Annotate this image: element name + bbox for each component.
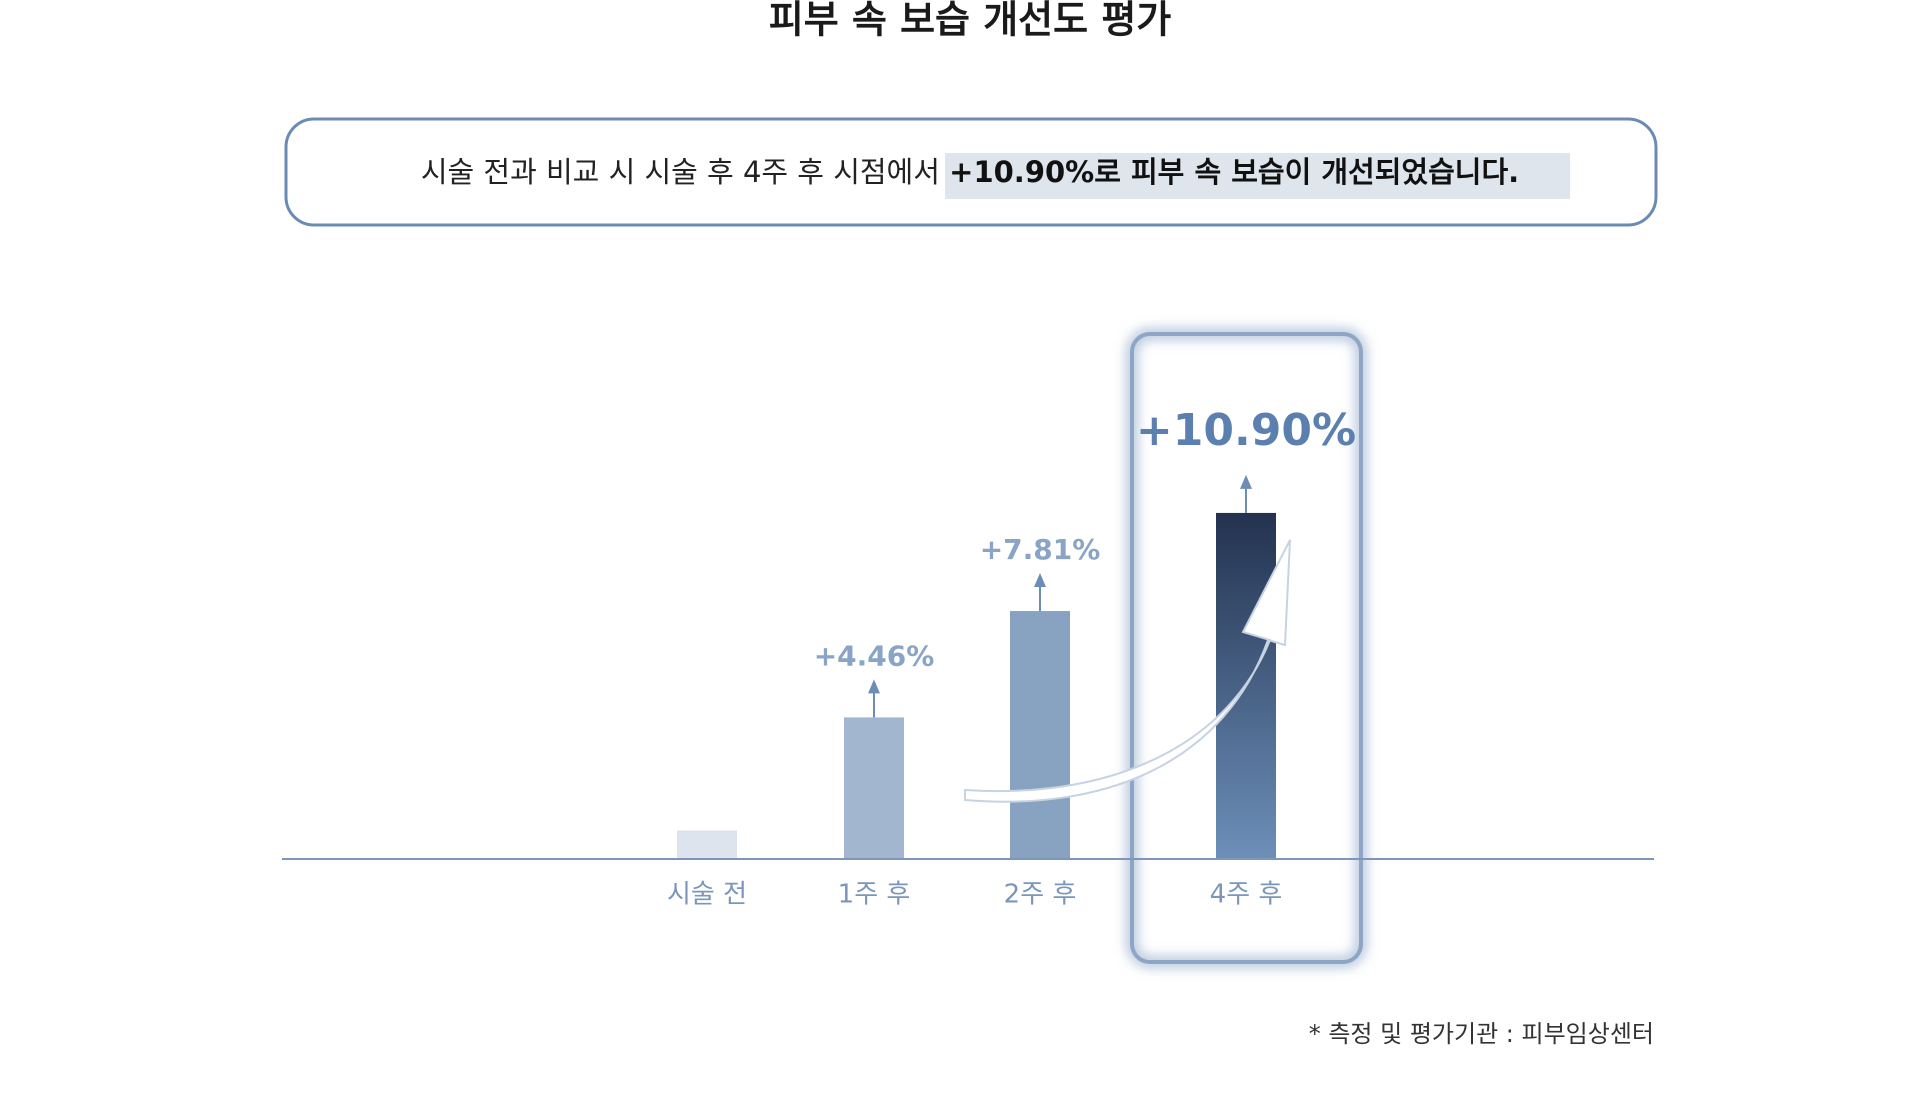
- value-label: +4.46%: [814, 639, 935, 672]
- highlight: [945, 153, 1570, 199]
- summary: 시술 전과 비교 시 시술 후 4주 후 시점에서 +10.90%로 피부 속 …: [421, 155, 1519, 189]
- x-tick-label: 1주 후: [838, 880, 911, 910]
- chart-title: 피부 속 보습 개선도 평가: [769, 0, 1172, 42]
- summary-box: [284, 117, 1658, 227]
- bar: [1010, 611, 1070, 859]
- value-label: +10.90%: [1136, 405, 1356, 456]
- x-tick-label: 4주 후: [1210, 880, 1283, 910]
- focus-frame: [1130, 332, 1363, 964]
- note: * 측정 및 평가기관 : 피부임상센터: [1309, 1020, 1654, 1048]
- trend-arrow: [964, 539, 1291, 803]
- value-arrow-head: [868, 679, 880, 694]
- value-label: +7.81%: [980, 533, 1101, 566]
- bar: [677, 830, 737, 859]
- bar: [844, 717, 904, 859]
- summary-emphasis: +10.90%로 피부 속 보습이 개선되었습니다.: [949, 155, 1519, 189]
- value-arrow-head: [1240, 474, 1252, 489]
- x-tick-label: 2주 후: [1004, 880, 1077, 910]
- x-tick-label: 시술 전: [667, 880, 747, 910]
- summary-text: 시술 전과 비교 시 시술 후 4주 후 시점에서: [421, 155, 949, 189]
- value-arrow-head: [1034, 573, 1046, 588]
